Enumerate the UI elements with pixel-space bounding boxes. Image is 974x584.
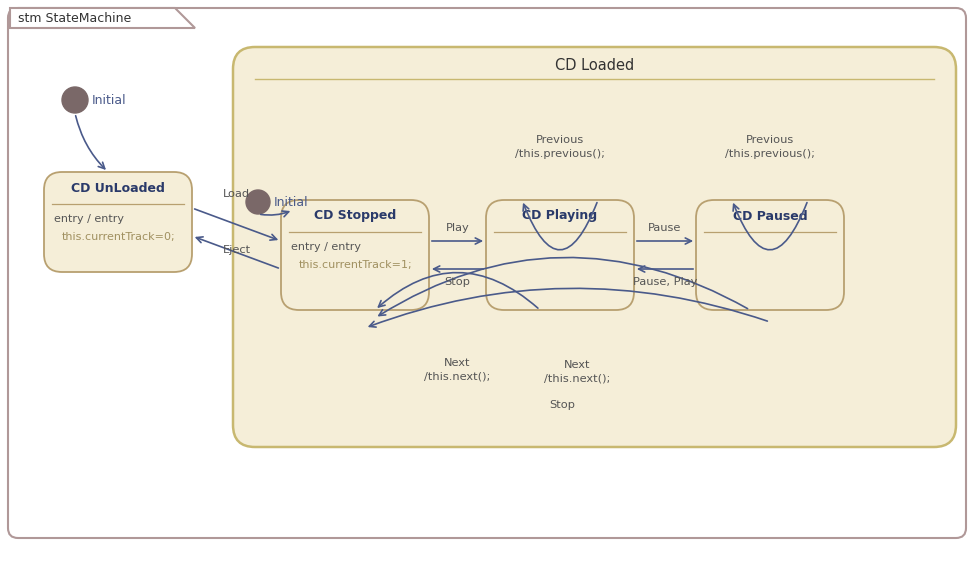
Text: Play: Play <box>446 223 469 233</box>
Text: Stop: Stop <box>444 277 470 287</box>
Text: this.currentTrack=0;: this.currentTrack=0; <box>62 232 175 242</box>
Text: Next
/this.next();: Next /this.next(); <box>544 360 611 384</box>
Text: Eject: Eject <box>222 245 250 255</box>
Polygon shape <box>10 8 195 28</box>
Text: Previous
/this.previous();: Previous /this.previous(); <box>725 135 815 159</box>
Text: Initial: Initial <box>92 93 127 106</box>
Text: CD Paused: CD Paused <box>732 210 807 223</box>
FancyBboxPatch shape <box>696 200 844 310</box>
FancyBboxPatch shape <box>281 200 429 310</box>
Text: CD Playing: CD Playing <box>522 210 598 223</box>
Text: CD UnLoaded: CD UnLoaded <box>71 182 165 194</box>
Text: Pause, Play: Pause, Play <box>633 277 697 287</box>
FancyBboxPatch shape <box>233 47 956 447</box>
Text: Stop: Stop <box>549 400 576 410</box>
Text: entry / entry: entry / entry <box>54 214 124 224</box>
Text: CD Stopped: CD Stopped <box>314 210 396 223</box>
Circle shape <box>62 87 88 113</box>
Text: CD Loaded: CD Loaded <box>555 57 634 72</box>
Text: Pause: Pause <box>649 223 682 233</box>
Text: entry / entry: entry / entry <box>291 242 361 252</box>
FancyBboxPatch shape <box>8 8 966 538</box>
Text: stm StateMachine: stm StateMachine <box>18 12 131 26</box>
Text: Initial: Initial <box>274 196 309 208</box>
Text: Next
/this.next();: Next /this.next(); <box>425 359 491 381</box>
FancyBboxPatch shape <box>486 200 634 310</box>
FancyBboxPatch shape <box>44 172 192 272</box>
Text: Load: Load <box>223 189 250 199</box>
Circle shape <box>246 190 270 214</box>
Text: Previous
/this.previous();: Previous /this.previous(); <box>515 135 605 159</box>
Text: this.currentTrack=1;: this.currentTrack=1; <box>299 260 413 270</box>
